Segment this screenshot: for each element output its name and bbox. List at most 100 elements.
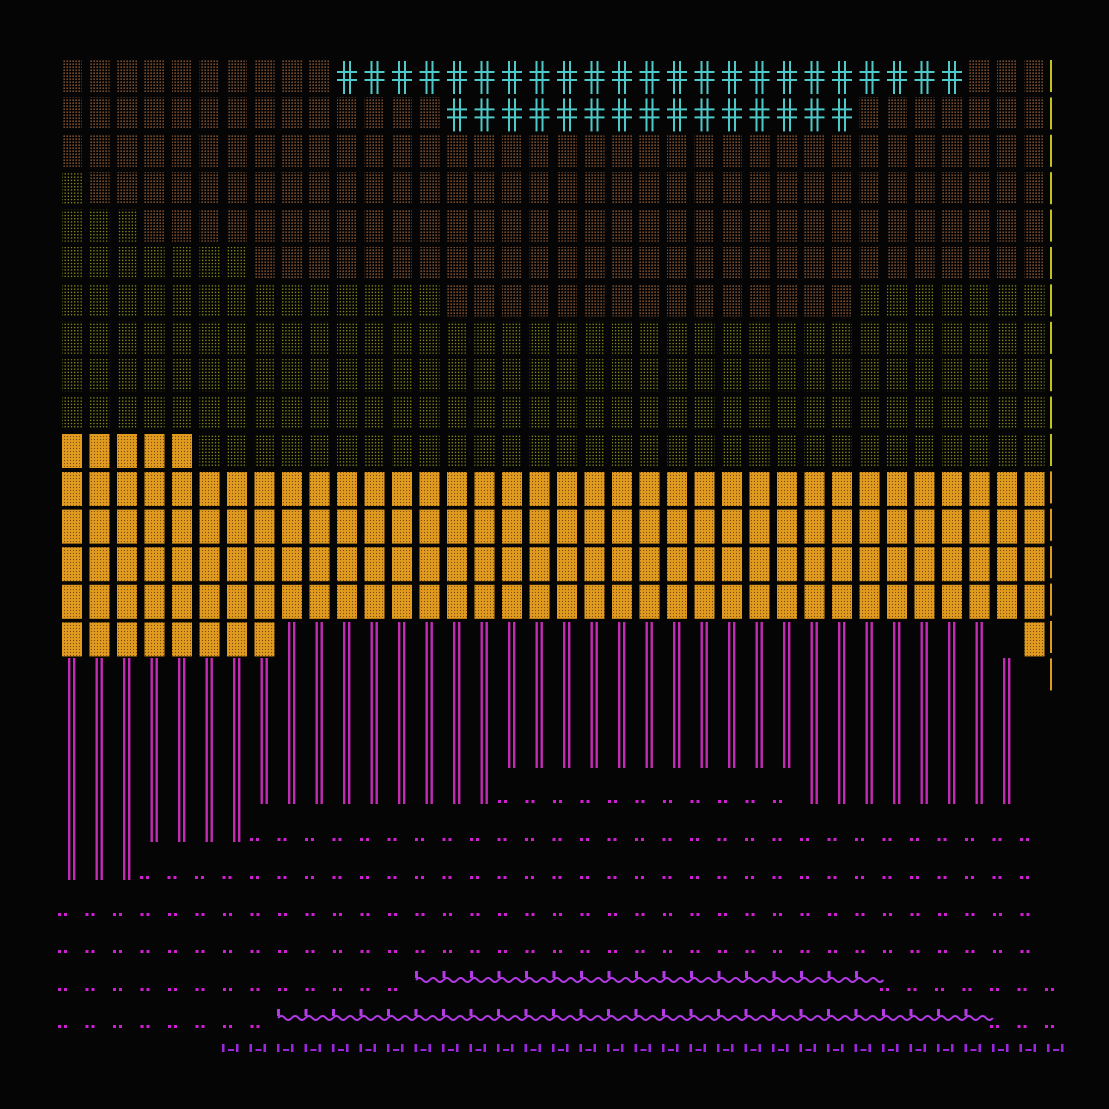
- edge-sliver: [1050, 209, 1052, 242]
- stipple-tile-olive: [144, 284, 165, 317]
- dot-pair-magenta: [717, 876, 727, 879]
- stipple-tile-olive: [694, 396, 715, 429]
- stipple-tile-olive: [172, 284, 192, 317]
- stipple-tile-olive: [117, 359, 137, 392]
- dot-pair-magenta: [223, 1025, 232, 1028]
- dot-pair-magenta: [305, 988, 315, 991]
- stipple-tile-brown: [804, 247, 825, 279]
- solid-tile-orange: [722, 547, 742, 582]
- dot-pair-magenta: [58, 1025, 67, 1028]
- solid-tile-orange: [62, 472, 82, 506]
- solid-tile-orange: [144, 434, 165, 468]
- double-bar-magenta: [425, 622, 433, 804]
- stipple-tile-olive: [777, 359, 797, 392]
- dot-pair-magenta: [250, 876, 259, 879]
- solid-tile-orange: [694, 547, 715, 582]
- stipple-tile-brown: [804, 172, 825, 205]
- stipple-tile-brown: [447, 247, 467, 279]
- stipple-tile-olive: [914, 359, 935, 392]
- solid-tile-orange: [557, 509, 577, 544]
- double-cross-cyan: [777, 61, 797, 94]
- dot-pair-magenta: [580, 800, 590, 803]
- double-cross-cyan: [667, 61, 687, 94]
- solid-tile-orange: [942, 584, 962, 619]
- solid-tile-orange: [419, 509, 440, 544]
- edge-sliver: [1050, 621, 1052, 653]
- solid-tile-orange: [887, 547, 907, 582]
- stipple-tile-olive: [584, 396, 605, 429]
- double-cross-cyan: [722, 98, 742, 132]
- dot-pair-magenta: [305, 950, 315, 953]
- double-bar-magenta: [535, 622, 543, 768]
- stipple-tile-brown: [777, 134, 797, 167]
- double-cross-cyan: [612, 61, 632, 94]
- cross-layer: [337, 61, 962, 132]
- stipple-tile-brown: [584, 134, 605, 167]
- stipple-tile-brown: [227, 172, 247, 205]
- stipple-tile-olive: [144, 321, 165, 354]
- dot-pair-magenta: [1045, 988, 1054, 991]
- edge-sliver: [1050, 658, 1052, 691]
- double-cross-cyan: [529, 98, 550, 132]
- dot-pair-magenta: [388, 988, 397, 991]
- stipple-tile-brown: [557, 134, 577, 167]
- stipple-tile-olive: [859, 321, 880, 354]
- stipple-tile-olive: [337, 434, 357, 466]
- stipple-tile-brown: [502, 247, 522, 279]
- stipple-tile-brown: [804, 284, 825, 317]
- solid-tile-orange: [144, 472, 165, 506]
- double-bar-magenta: [728, 622, 736, 768]
- dot-pair-magenta: [663, 950, 672, 953]
- stipple-tile-brown: [199, 60, 220, 92]
- stipple-tile-olive: [447, 396, 467, 429]
- stipple-tile-brown: [1024, 60, 1045, 92]
- solid-tile-orange: [364, 584, 385, 619]
- stipple-tile-brown: [529, 284, 550, 317]
- stipple-tile-brown: [447, 284, 467, 317]
- dot-pair-magenta: [635, 838, 644, 841]
- stipple-tile-olive: [254, 359, 275, 392]
- stipple-tile-brown: [529, 209, 550, 242]
- stipple-tile-brown: [722, 247, 742, 279]
- stipple-tile-brown: [612, 172, 632, 205]
- stipple-tile-brown: [337, 134, 357, 167]
- stipple-tile-olive: [474, 434, 495, 466]
- stipple-tile-brown: [502, 209, 522, 242]
- dot-pair-magenta: [635, 800, 645, 803]
- solid-tile-orange: [557, 472, 577, 506]
- stipple-tile-brown: [694, 247, 715, 279]
- stipple-tile-brown: [722, 284, 742, 317]
- solid-tile-orange: [89, 472, 110, 506]
- stipple-tile-brown: [474, 247, 495, 279]
- stipple-tile-brown: [419, 247, 440, 279]
- stipple-tile-olive: [529, 434, 550, 466]
- stipple-tile-brown: [914, 247, 935, 279]
- solid-tile-orange: [777, 472, 797, 506]
- stipple-tile-olive: [89, 209, 110, 242]
- solid-tile-orange: [474, 584, 495, 619]
- dot-pair-magenta: [305, 913, 315, 916]
- stipple-tile-brown: [997, 134, 1017, 167]
- stipple-tile-brown: [309, 247, 330, 279]
- dot-pair-magenta: [85, 950, 95, 953]
- stipple-tile-olive: [997, 321, 1017, 354]
- solid-tile-orange: [447, 472, 467, 506]
- dot-pair-magenta: [663, 800, 672, 803]
- stipple-tile-brown: [447, 209, 467, 242]
- dot-pair-magenta: [745, 800, 755, 803]
- dot-pair-magenta: [497, 838, 507, 841]
- solid-tile-orange: [419, 472, 440, 506]
- stipple-tile-brown: [612, 134, 632, 167]
- solid-tile-orange: [722, 472, 742, 506]
- stipple-tile-brown: [942, 134, 962, 167]
- stipple-tile-brown: [887, 134, 907, 167]
- stipple-tile-olive: [447, 359, 467, 392]
- edge-sliver: [1050, 434, 1052, 466]
- double-cross-cyan: [502, 61, 522, 94]
- stipple-tile-brown: [777, 209, 797, 242]
- dot-pair-magenta: [962, 988, 972, 991]
- dot-pair-magenta: [85, 988, 95, 991]
- solid-tile-orange: [722, 584, 742, 619]
- stipple-tile-olive: [997, 284, 1017, 317]
- stipple-tile-brown: [62, 60, 82, 92]
